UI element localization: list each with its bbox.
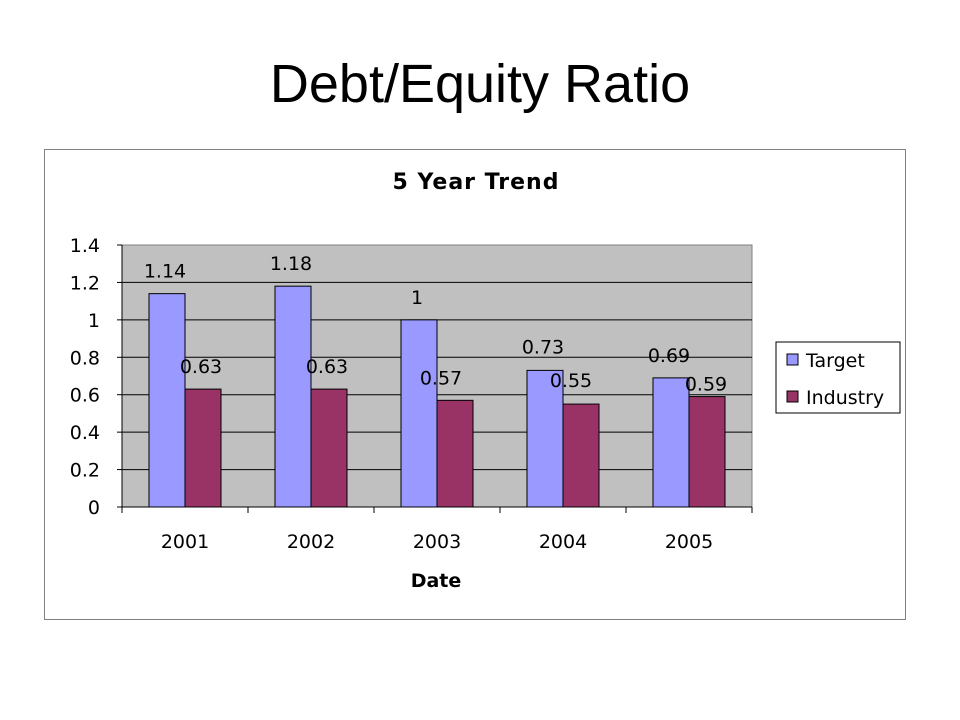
- legend-swatch-target: [786, 353, 799, 366]
- y-tick-label: 0: [88, 497, 100, 519]
- x-axis-label: Date: [411, 570, 462, 592]
- data-label-target-2001: 1.14: [144, 261, 186, 283]
- x-tick-label: 2001: [161, 531, 209, 553]
- y-tick-label: 1.4: [70, 235, 100, 257]
- data-label-industry-2002: 0.63: [306, 356, 348, 378]
- data-label-target-2005: 0.69: [648, 345, 690, 367]
- y-tick-label: 1.2: [70, 272, 100, 294]
- bar-industry-2001: [184, 388, 222, 508]
- y-tick-label: 1: [88, 310, 100, 332]
- data-labels: 1.14 0.63 1.18 0.63 1 0.57 0.73 0.55 0.69 0.59: [144, 253, 727, 395]
- y-tick-label: 0.2: [70, 460, 100, 482]
- data-label-target-2002: 1.18: [270, 253, 312, 275]
- bars: [148, 285, 726, 508]
- data-label-target-2003: 1: [411, 287, 423, 309]
- y-axis-ticks: 0 0.2 0.4 0.6 0.8 1 1.2 1.4: [70, 235, 100, 519]
- legend-label-target: Target: [805, 350, 865, 372]
- bar-target-2004: [526, 369, 564, 508]
- bar-industry-2005: [688, 396, 726, 508]
- x-axis-ticks: 2001 2002 2003 2004 2005: [161, 531, 713, 553]
- legend-swatch-industry: [786, 390, 799, 403]
- data-label-industry-2003: 0.57: [420, 367, 462, 389]
- x-tick-label: 2002: [287, 531, 335, 553]
- bar-industry-2004: [562, 403, 600, 508]
- legend-label-industry: Industry: [806, 387, 884, 409]
- x-tick-label: 2004: [539, 531, 587, 553]
- bar-target-2002: [274, 285, 312, 508]
- chart-title: 5 Year Trend: [393, 170, 560, 195]
- x-tick-label: 2005: [665, 531, 713, 553]
- slide-title: Debt/Equity Ratio: [269, 54, 691, 114]
- bar-target-2005: [652, 377, 690, 508]
- y-tick-label: 0.6: [70, 385, 100, 407]
- legend: Target Industry: [775, 341, 901, 414]
- data-label-industry-2004: 0.55: [550, 370, 592, 392]
- data-label-industry-2005: 0.59: [685, 374, 727, 396]
- bar-industry-2003: [436, 399, 474, 508]
- bar-target-2003: [400, 319, 438, 508]
- axes: [117, 244, 753, 513]
- bar-industry-2002: [310, 388, 348, 508]
- y-tick-label: 0.4: [70, 422, 100, 444]
- bar-target-2001: [148, 293, 186, 508]
- y-tick-label: 0.8: [70, 347, 100, 369]
- x-tick-label: 2003: [413, 531, 461, 553]
- data-label-target-2004: 0.73: [522, 336, 564, 358]
- data-label-industry-2001: 0.63: [180, 356, 222, 378]
